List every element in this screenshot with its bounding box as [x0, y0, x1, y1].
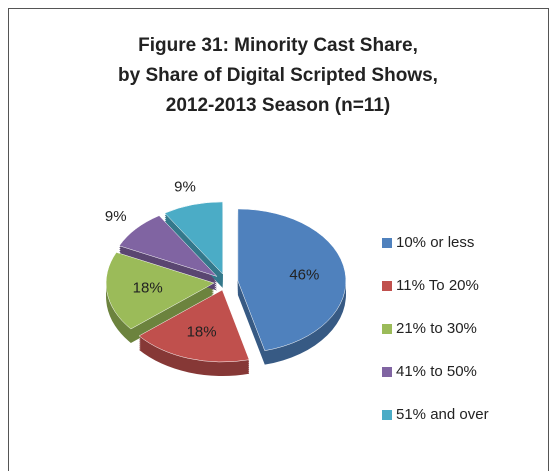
legend-swatch — [382, 238, 392, 248]
pie-slice — [164, 201, 223, 275]
legend-swatch — [382, 410, 392, 420]
data-label: 18% — [187, 323, 217, 340]
legend-label: 11% To 20% — [396, 277, 479, 294]
legend-label: 51% and over — [396, 406, 489, 423]
legend-label: 21% to 30% — [396, 320, 477, 337]
chart-title: 2012-2013 Season (n=11) — [166, 95, 390, 116]
data-label: 9% — [105, 208, 127, 225]
data-label: 46% — [289, 266, 319, 283]
chart-title: by Share of Digital Scripted Shows, — [118, 65, 438, 86]
legend-swatch — [382, 324, 392, 334]
pie-slice — [105, 252, 215, 330]
pie-slice — [237, 208, 347, 351]
legend-swatch — [382, 281, 392, 291]
pie-slice — [138, 289, 250, 363]
data-label: 9% — [174, 178, 196, 195]
pie-slice — [118, 215, 218, 277]
legend-label: 10% or less — [396, 234, 474, 251]
legend-swatch — [382, 367, 392, 377]
data-label: 18% — [133, 280, 163, 297]
legend-label: 41% to 50% — [396, 363, 477, 380]
chart-title: Figure 31: Minority Cast Share, — [138, 35, 418, 56]
